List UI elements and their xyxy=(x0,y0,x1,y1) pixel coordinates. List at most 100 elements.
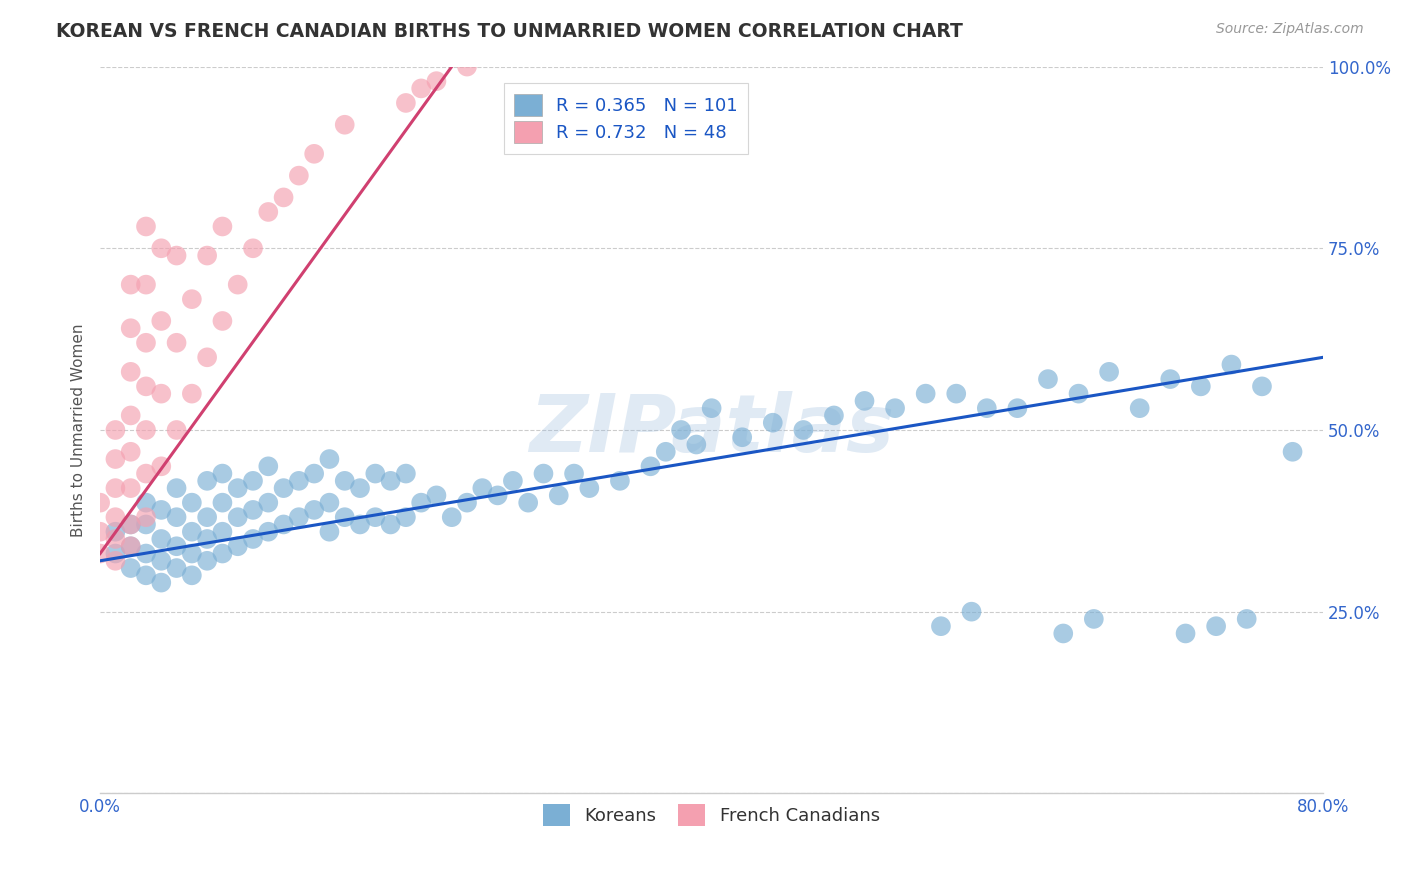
Point xyxy=(333,474,356,488)
Point xyxy=(318,496,340,510)
Point xyxy=(104,423,127,437)
Point xyxy=(120,561,142,575)
Point xyxy=(1052,626,1074,640)
Point xyxy=(1159,372,1181,386)
Point xyxy=(1174,626,1197,640)
Point xyxy=(211,467,233,481)
Point xyxy=(89,496,111,510)
Point xyxy=(195,474,218,488)
Point xyxy=(135,277,157,292)
Point xyxy=(135,219,157,234)
Point xyxy=(333,118,356,132)
Point xyxy=(318,452,340,467)
Point xyxy=(288,169,311,183)
Point xyxy=(302,146,325,161)
Point xyxy=(456,60,478,74)
Point xyxy=(150,459,173,474)
Point xyxy=(1251,379,1274,393)
Point xyxy=(120,365,142,379)
Point xyxy=(120,539,142,553)
Point xyxy=(960,605,983,619)
Point xyxy=(150,241,173,255)
Text: Source: ZipAtlas.com: Source: ZipAtlas.com xyxy=(1216,22,1364,37)
Point xyxy=(180,386,202,401)
Point xyxy=(195,532,218,546)
Point xyxy=(135,467,157,481)
Point xyxy=(166,510,188,524)
Point xyxy=(135,568,157,582)
Point xyxy=(211,524,233,539)
Point xyxy=(792,423,814,437)
Point xyxy=(1067,386,1090,401)
Point xyxy=(166,248,188,262)
Point xyxy=(257,496,280,510)
Point xyxy=(226,539,249,553)
Point xyxy=(226,277,249,292)
Point xyxy=(395,467,418,481)
Point xyxy=(120,444,142,458)
Point xyxy=(547,488,569,502)
Point xyxy=(180,547,202,561)
Point xyxy=(1205,619,1227,633)
Point xyxy=(211,219,233,234)
Point xyxy=(135,510,157,524)
Point xyxy=(364,467,387,481)
Point xyxy=(273,190,295,204)
Point xyxy=(929,619,952,633)
Point xyxy=(302,503,325,517)
Point xyxy=(120,409,142,423)
Point xyxy=(440,510,463,524)
Point xyxy=(104,532,127,546)
Point xyxy=(364,510,387,524)
Point xyxy=(104,452,127,467)
Point xyxy=(395,510,418,524)
Text: ZIPatlas: ZIPatlas xyxy=(529,391,894,469)
Point xyxy=(914,386,936,401)
Point xyxy=(1281,444,1303,458)
Point xyxy=(166,561,188,575)
Point xyxy=(1007,401,1029,416)
Point xyxy=(1189,379,1212,393)
Point xyxy=(700,401,723,416)
Point xyxy=(486,488,509,502)
Point xyxy=(150,503,173,517)
Point xyxy=(302,467,325,481)
Point xyxy=(166,481,188,495)
Point xyxy=(104,510,127,524)
Point xyxy=(1083,612,1105,626)
Point xyxy=(1098,365,1121,379)
Point xyxy=(195,510,218,524)
Point xyxy=(1036,372,1059,386)
Point xyxy=(180,568,202,582)
Point xyxy=(411,81,433,95)
Point xyxy=(135,423,157,437)
Point xyxy=(211,496,233,510)
Point xyxy=(150,386,173,401)
Point xyxy=(120,481,142,495)
Point xyxy=(104,554,127,568)
Point xyxy=(195,351,218,365)
Point xyxy=(135,335,157,350)
Point xyxy=(166,335,188,350)
Point xyxy=(562,467,585,481)
Point xyxy=(578,481,600,495)
Point xyxy=(823,409,845,423)
Point xyxy=(120,277,142,292)
Point xyxy=(89,547,111,561)
Point xyxy=(242,474,264,488)
Point xyxy=(180,524,202,539)
Point xyxy=(135,496,157,510)
Point xyxy=(609,474,631,488)
Point xyxy=(502,474,524,488)
Point xyxy=(288,474,311,488)
Legend: Koreans, French Canadians: Koreans, French Canadians xyxy=(534,795,889,835)
Point xyxy=(120,539,142,553)
Point xyxy=(731,430,754,444)
Point xyxy=(380,474,402,488)
Point xyxy=(685,437,707,451)
Point xyxy=(150,575,173,590)
Point xyxy=(976,401,998,416)
Point xyxy=(273,517,295,532)
Point xyxy=(104,481,127,495)
Point xyxy=(333,510,356,524)
